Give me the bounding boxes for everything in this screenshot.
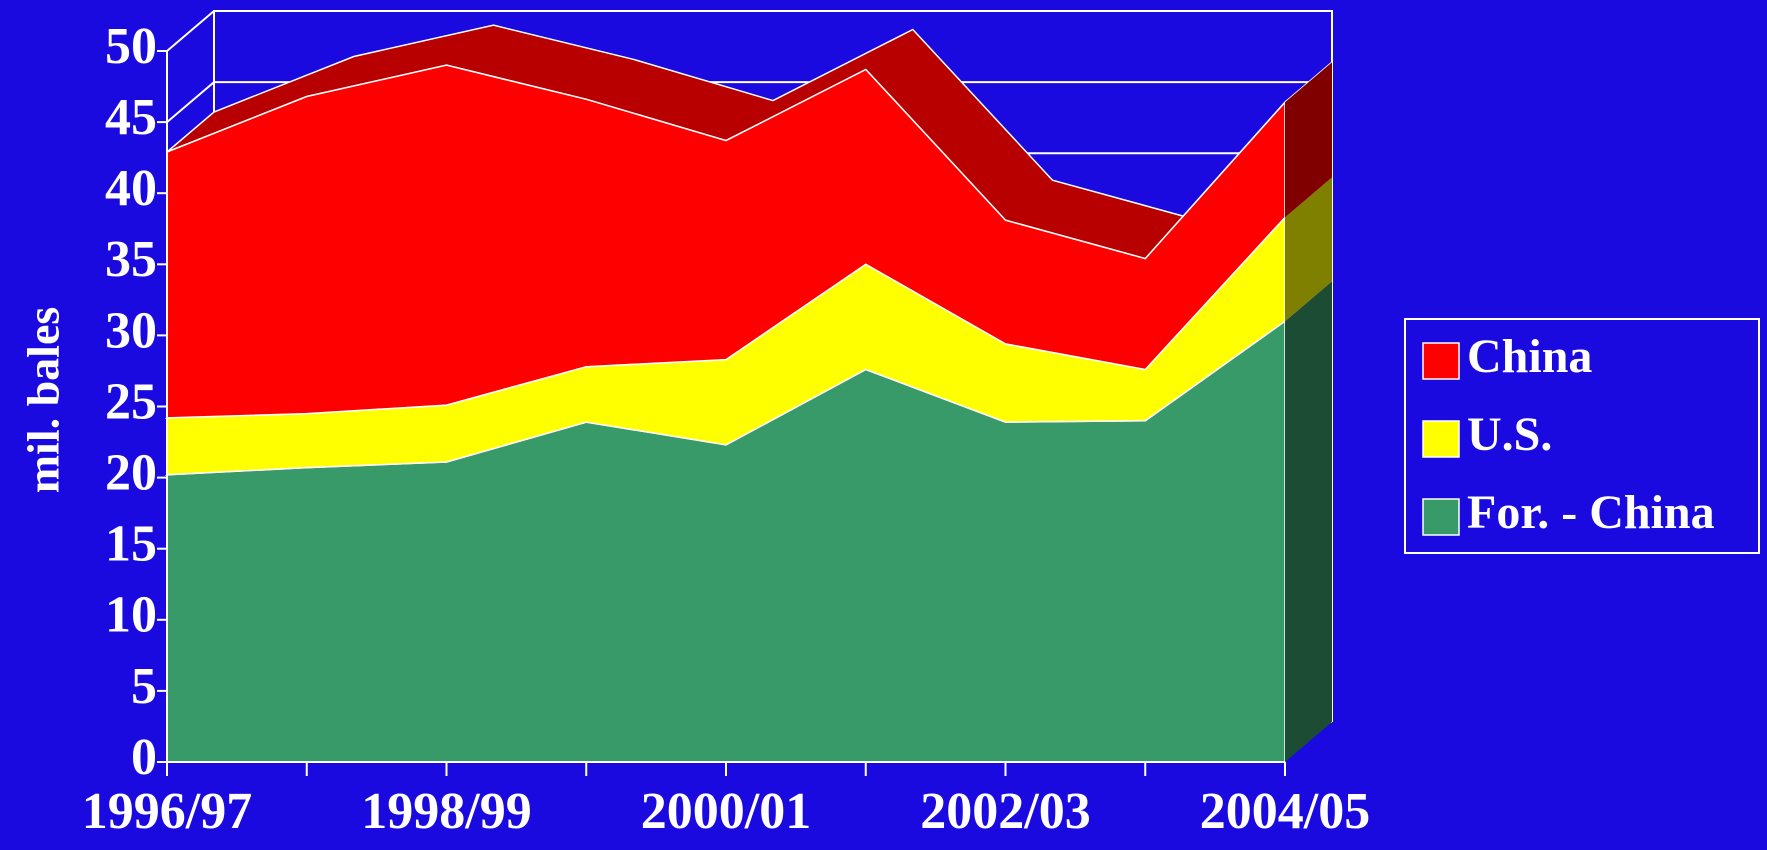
y-tick-label: 35 (105, 231, 157, 288)
x-tick-label: 1996/97 (82, 783, 252, 840)
y-tick-label: 20 (105, 445, 157, 502)
y-tick-label: 45 (105, 89, 157, 146)
y-tick-label: 25 (105, 373, 157, 430)
legend-label: U.S. (1467, 408, 1552, 461)
area-side-face (1285, 177, 1332, 322)
legend-label: For. - China (1467, 486, 1715, 539)
y-tick-label: 15 (105, 516, 157, 573)
y-axis-label: mil. bales (18, 307, 69, 494)
side-grid-line (166, 81, 215, 123)
y-tick-label: 30 (105, 302, 157, 359)
side-grid-line (166, 10, 215, 52)
legend-label: China (1467, 330, 1592, 383)
x-tick-label: 2000/01 (641, 783, 811, 840)
y-tick-label: 10 (105, 587, 157, 644)
y-tick-label: 40 (105, 160, 157, 217)
legend-box (1404, 318, 1760, 554)
y-tick-label: 0 (131, 729, 157, 786)
legend-swatch (1422, 498, 1460, 536)
y-tick-label: 50 (105, 18, 157, 75)
x-tick-label: 2004/05 (1200, 783, 1370, 840)
legend-swatch (1422, 420, 1460, 458)
x-tick-label: 1998/99 (361, 783, 531, 840)
x-tick-label: 2002/03 (920, 783, 1090, 840)
area-side-face (1285, 281, 1332, 762)
y-tick-label: 5 (131, 658, 157, 715)
legend-swatch (1422, 342, 1460, 380)
area-side-face (1285, 62, 1332, 218)
